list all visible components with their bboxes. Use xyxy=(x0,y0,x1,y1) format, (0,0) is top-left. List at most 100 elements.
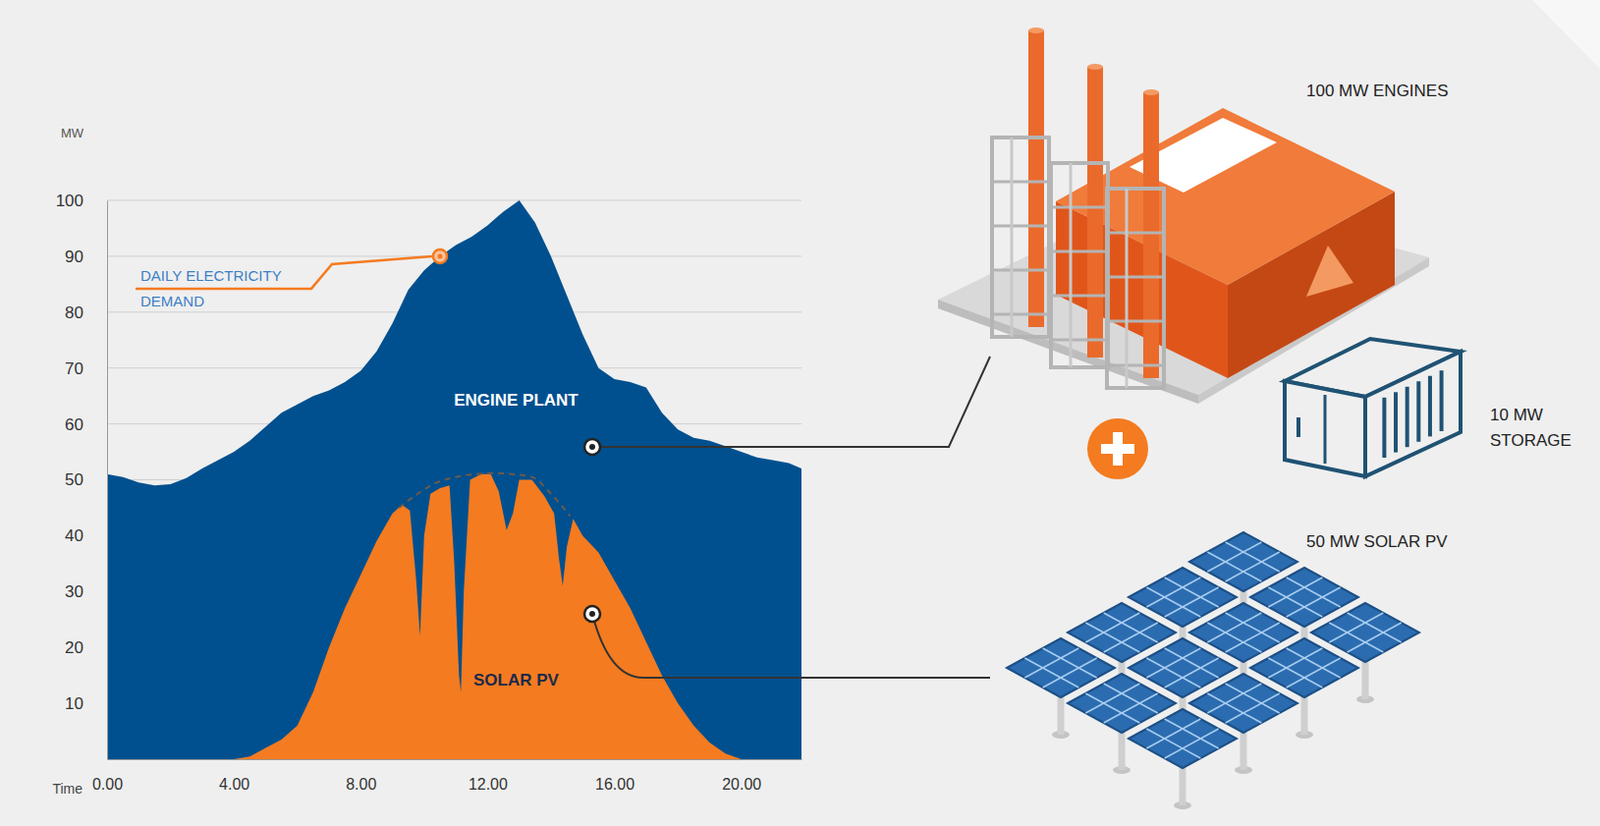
chimney xyxy=(1143,92,1159,379)
chimney xyxy=(1087,66,1104,358)
tick: 70 xyxy=(64,359,108,379)
tick: 20.00 xyxy=(721,759,762,793)
scaffold-bar xyxy=(992,180,1049,184)
component-label-line: STORAGE xyxy=(1489,431,1572,450)
connector-dot-center xyxy=(589,443,596,450)
chimney xyxy=(1028,30,1045,328)
solar-panel xyxy=(1128,709,1237,810)
tick-label: 16.00 xyxy=(595,775,635,793)
tick-label: 90 xyxy=(64,247,84,267)
y-axis: 102030405060708090100 xyxy=(55,191,109,761)
scaffold xyxy=(992,137,1049,337)
plus-circle xyxy=(1087,418,1149,480)
panel-grid xyxy=(1225,551,1280,582)
illustrations xyxy=(937,27,1461,810)
connector-line xyxy=(592,613,991,678)
scaffold-bar xyxy=(1106,364,1164,368)
chimney-top xyxy=(1028,27,1045,34)
panel-grid xyxy=(1286,587,1341,617)
logo xyxy=(1306,245,1354,297)
annotation: SOLAR PV xyxy=(473,670,560,690)
tick-label: 20 xyxy=(64,638,84,658)
x-axis: 0.00 4.00 8.00 12.00 16.00 20.00 xyxy=(92,759,803,793)
panel-grid xyxy=(1347,622,1402,653)
container-door xyxy=(1324,394,1327,464)
tick: 4.00 xyxy=(219,759,250,793)
plus-bar xyxy=(1112,432,1123,466)
connector-line xyxy=(592,356,991,447)
tick-label: 0.00 xyxy=(92,775,123,793)
tick: 20 xyxy=(64,638,108,658)
scaffold-bar xyxy=(1010,137,1014,337)
annotation-line: DEMAND xyxy=(140,292,205,310)
scaffold-bar xyxy=(992,269,1049,273)
scaffold-bar xyxy=(1050,206,1108,210)
container-rib xyxy=(1416,381,1421,442)
tick-label: 10 xyxy=(64,694,84,714)
series-line xyxy=(398,473,570,517)
tick-label: 12.00 xyxy=(468,775,508,793)
series-area xyxy=(107,200,802,760)
tick: 90 xyxy=(64,247,108,267)
container-handle xyxy=(1296,417,1301,438)
panel-grid xyxy=(1164,587,1219,617)
tick-label: 40 xyxy=(64,526,84,546)
scaffold-bar xyxy=(1050,250,1108,254)
scaffold xyxy=(1050,163,1108,368)
scaffold-bar xyxy=(1106,320,1164,324)
scaffold-bar xyxy=(1069,163,1073,368)
tick: 0.00 xyxy=(92,759,123,793)
axis-line xyxy=(108,759,803,761)
scaffold-bar xyxy=(1106,231,1164,235)
panel-grid xyxy=(1225,693,1280,723)
component-label: 10 MW STORAGE xyxy=(1489,405,1572,450)
series-area xyxy=(233,474,742,760)
annotation-marker-dot xyxy=(437,253,442,259)
annotation: DAILY ELECTRICITY DEMAND xyxy=(140,267,282,310)
background-corner xyxy=(1532,0,1600,69)
tick-label: 4.00 xyxy=(219,775,250,793)
tick-label: 100 xyxy=(55,191,84,211)
tick: 40 xyxy=(64,526,108,546)
storage-icon xyxy=(1284,338,1461,477)
annotation-marker xyxy=(433,249,447,264)
tick: 30 xyxy=(64,582,108,602)
container-rib xyxy=(1381,397,1386,458)
axis-line xyxy=(107,201,109,761)
plot-area xyxy=(107,200,802,760)
container-front xyxy=(1284,381,1366,477)
tick-label: 70 xyxy=(64,359,84,379)
tick-label: 8.00 xyxy=(345,775,377,793)
tick: 16.00 xyxy=(595,759,635,793)
tick: 10 xyxy=(64,694,108,714)
tick: 12.00 xyxy=(468,759,508,793)
container-rib xyxy=(1393,391,1398,452)
tick-label: 80 xyxy=(64,303,84,323)
connector-dot xyxy=(584,606,601,622)
chart-svg: 1020304050607080901000.004.008.0012.0016… xyxy=(0,0,1600,826)
tick-label: 20.00 xyxy=(721,775,762,793)
scaffold-bar xyxy=(1050,294,1108,298)
tick-label: 30 xyxy=(64,582,84,602)
component-label-line: 10 MW xyxy=(1489,405,1544,425)
panel-grid xyxy=(1103,622,1159,653)
annotation: ENGINE PLANT xyxy=(453,390,579,410)
scaffold-bar xyxy=(1050,338,1108,342)
connector-dot xyxy=(584,439,601,455)
panel-grid xyxy=(1164,658,1219,688)
container-rib xyxy=(1439,370,1444,432)
component-label: 100 MW ENGINES xyxy=(1306,81,1449,101)
scaffold xyxy=(1106,188,1164,388)
tick: 100 xyxy=(55,191,108,211)
panel-grid xyxy=(1225,622,1280,653)
chart-root: 1020304050607080901000.004.008.0012.0016… xyxy=(0,0,1600,826)
panel-face xyxy=(1128,709,1237,769)
container-rib xyxy=(1405,386,1410,447)
annotation-line: DAILY ELECTRICITY xyxy=(140,267,282,284)
tick: 8.00 xyxy=(345,759,377,793)
leader-line xyxy=(135,256,433,289)
solar-icon xyxy=(1006,532,1420,810)
tick: 50 xyxy=(64,470,108,490)
panel-grid xyxy=(1043,658,1098,688)
panel-grid xyxy=(1103,693,1159,723)
